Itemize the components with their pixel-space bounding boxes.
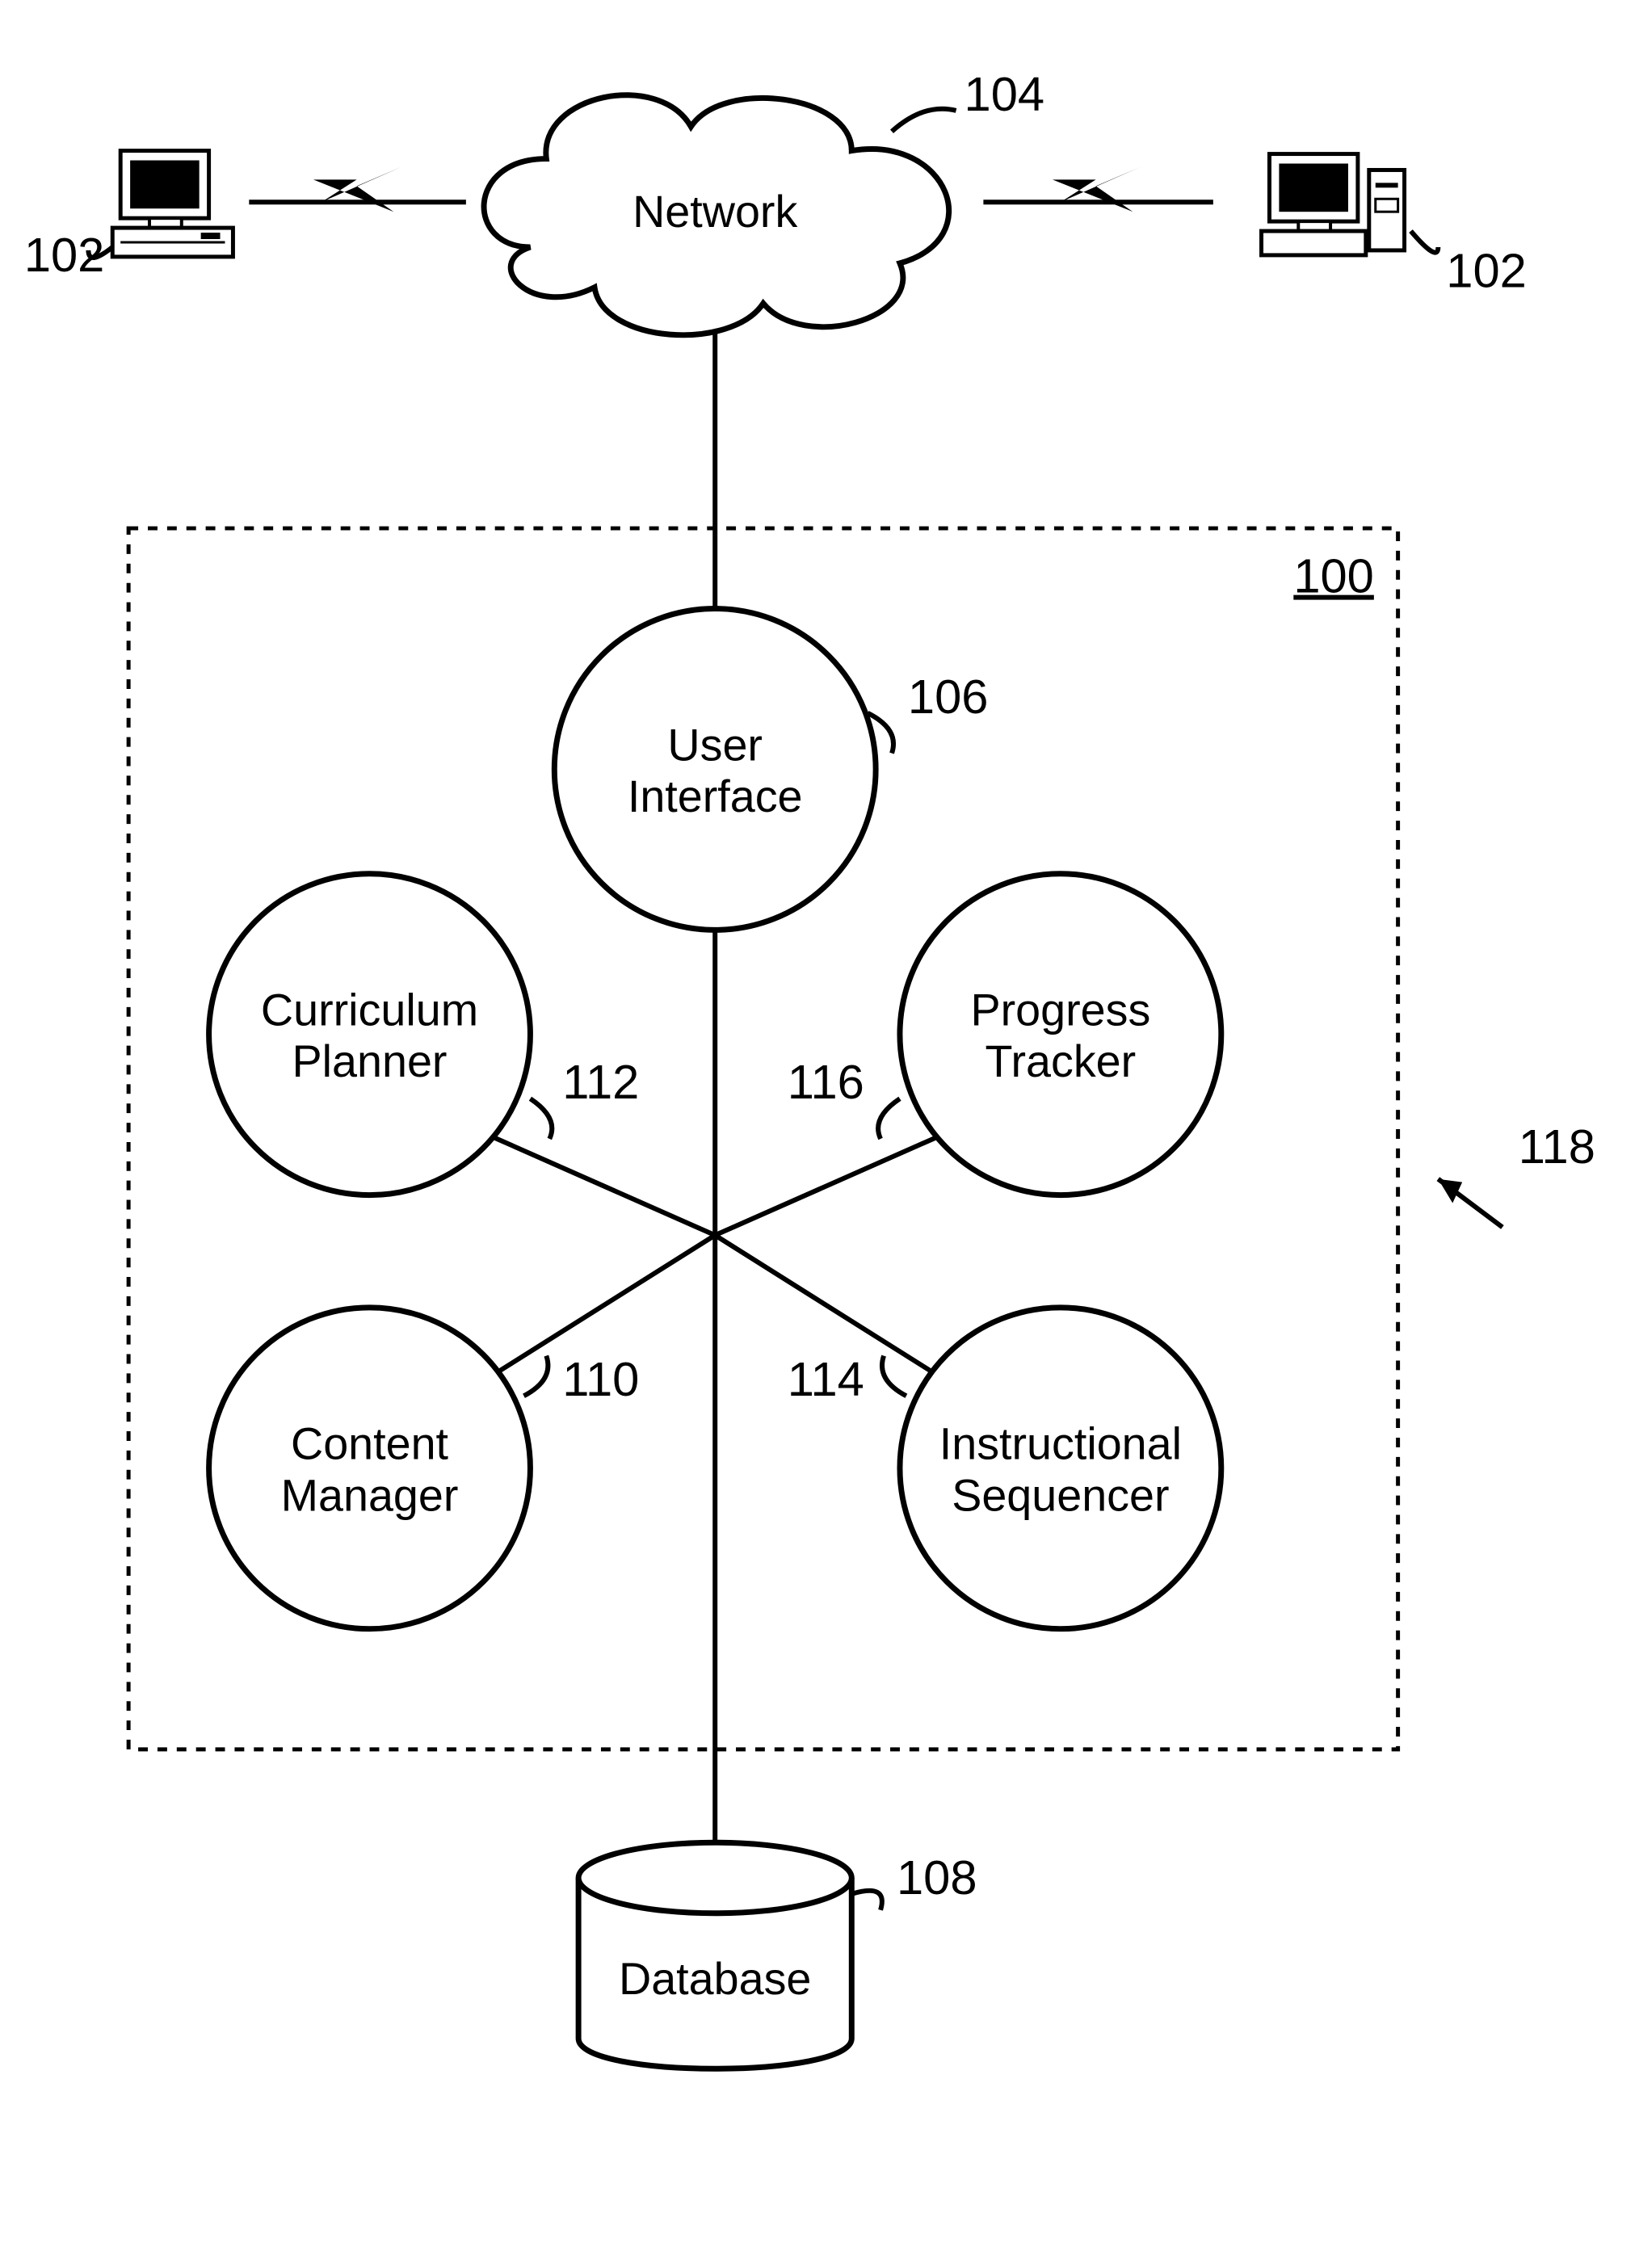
database-cylinder: Database 108 xyxy=(578,1842,977,2068)
svg-text:106: 106 xyxy=(908,670,989,724)
edge-cp-hub xyxy=(494,1137,716,1235)
cloud-ref-label: 104 xyxy=(964,67,1045,121)
computer-right-ref-label: 102 xyxy=(1446,244,1527,298)
computer-left xyxy=(112,151,233,257)
svg-text:Instructional: Instructional xyxy=(939,1419,1182,1469)
outer-ref-arrow: 118 xyxy=(1438,1119,1595,1228)
system-diagram: 100 Network 104 102 102 User xyxy=(0,0,1639,2268)
edge-cm-hub xyxy=(498,1235,716,1371)
node-user-interface: User Interface 106 xyxy=(554,609,988,930)
svg-text:Interface: Interface xyxy=(628,771,803,821)
cloud-label: Network xyxy=(632,187,797,237)
node-instructional-sequencer: Instructional Sequencer 114 xyxy=(788,1308,1221,1629)
svg-text:116: 116 xyxy=(788,1055,864,1109)
svg-text:Planner: Planner xyxy=(292,1036,448,1086)
node-curriculum-planner: Curriculum Planner 112 xyxy=(209,874,640,1195)
edge-is-hub xyxy=(715,1235,932,1371)
cloud-ref-leader xyxy=(892,109,956,132)
outer-ref-label: 118 xyxy=(1519,1119,1595,1174)
svg-text:114: 114 xyxy=(788,1352,864,1406)
computer-right-ref-leader xyxy=(1411,231,1439,253)
svg-text:110: 110 xyxy=(562,1352,639,1406)
node-content-manager: Content Manager 110 xyxy=(209,1308,640,1629)
svg-text:112: 112 xyxy=(562,1055,639,1109)
svg-text:Manager: Manager xyxy=(281,1470,459,1520)
node-progress-tracker: Progress Tracker 116 xyxy=(788,874,1221,1195)
wireless-link-right xyxy=(983,166,1212,212)
database-ref-label: 108 xyxy=(897,1850,977,1905)
svg-text:Content: Content xyxy=(291,1419,449,1469)
edge-pt-hub xyxy=(715,1137,937,1235)
svg-text:Sequencer: Sequencer xyxy=(952,1470,1169,1520)
svg-text:Curriculum: Curriculum xyxy=(261,985,478,1035)
wireless-link-left xyxy=(249,166,466,212)
database-label: Database xyxy=(619,1954,811,2004)
computer-right xyxy=(1262,154,1405,255)
network-cloud: Network xyxy=(484,95,949,335)
svg-text:Progress: Progress xyxy=(970,985,1150,1035)
box-ref-label: 100 xyxy=(1293,549,1374,603)
svg-text:User: User xyxy=(667,720,763,770)
computer-left-ref-label: 102 xyxy=(24,228,105,282)
svg-text:Tracker: Tracker xyxy=(986,1036,1137,1086)
